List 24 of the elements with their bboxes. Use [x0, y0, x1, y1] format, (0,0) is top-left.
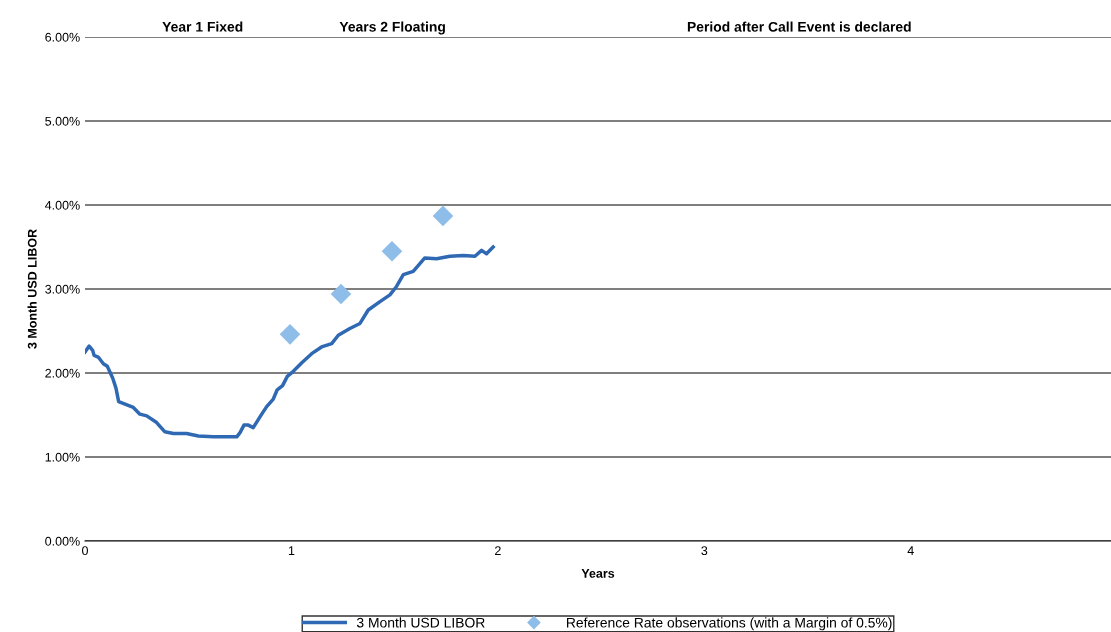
line-series	[85, 245, 495, 439]
legend-label: Reference Rate observations (with a Margin of 0.5%)	[567, 617, 892, 631]
y-tick-label: 2.00%	[45, 368, 80, 378]
x-tick-label: 2	[495, 546, 501, 555]
y-tick-label: 3.00%	[45, 284, 80, 294]
text: Years 2 Floating	[339, 21, 445, 35]
point	[330, 283, 352, 305]
x-tick-label: 4	[907, 546, 914, 555]
y-tick-label: 4.00%	[44, 200, 80, 210]
legend-label: 3 Month USD LIBOR	[356, 617, 485, 628]
y-tick-label: 1.00%	[45, 452, 80, 462]
y-tick-label: 6.00%	[45, 32, 80, 42]
point	[432, 205, 454, 227]
x-tick-label: 1	[288, 546, 295, 555]
point	[381, 240, 403, 262]
x-axis-title: Years	[581, 569, 615, 578]
text: Year 1 Fixed	[162, 21, 243, 32]
x-tick-label: 3	[701, 546, 708, 556]
text: Period after Call Event is declared	[687, 21, 911, 32]
x-tick-label: 0	[82, 546, 88, 556]
point	[279, 324, 301, 345]
y-tick-label: 0.00%	[45, 536, 80, 546]
y-axis-title: 3 Month USD LIBOR	[27, 229, 37, 349]
y-tick-label: 5.00%	[45, 116, 80, 126]
